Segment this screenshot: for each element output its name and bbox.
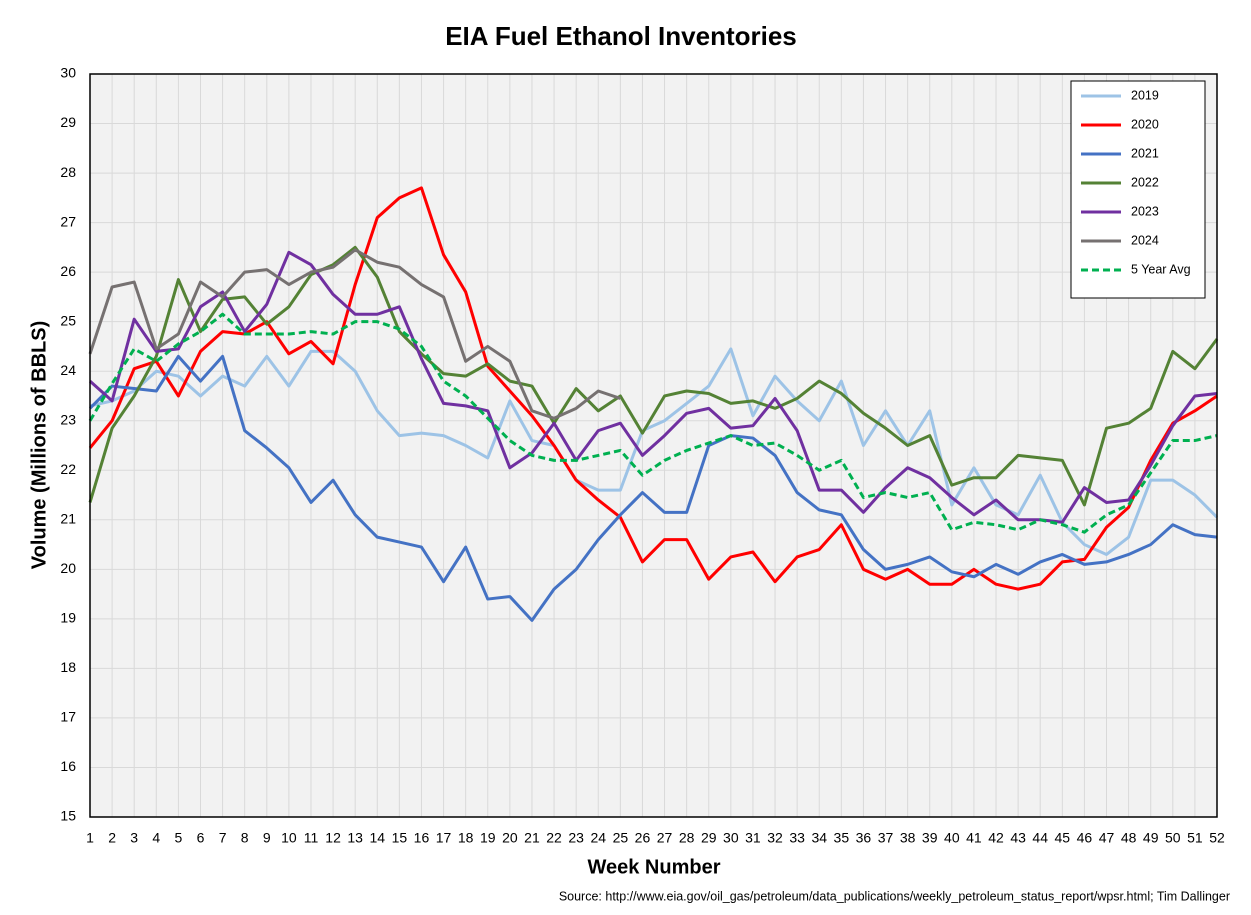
- x-tick-label: 6: [197, 830, 205, 846]
- y-tick-label: 16: [60, 758, 76, 774]
- y-tick-label: 21: [60, 511, 76, 527]
- x-tick-label: 36: [856, 830, 872, 846]
- legend-label: 2020: [1131, 117, 1159, 131]
- x-tick-label: 13: [347, 830, 363, 846]
- y-tick-label: 30: [60, 65, 76, 81]
- series-line: [88, 245, 1219, 507]
- x-tick-label: 10: [281, 830, 297, 846]
- x-tick-label: 50: [1165, 830, 1181, 846]
- series-line: [88, 248, 621, 420]
- y-axis-label: Volume (Millions of BBLS): [28, 321, 50, 570]
- legend-label: 5 Year Avg: [1131, 262, 1191, 276]
- legend-label: 2019: [1131, 88, 1159, 102]
- legend-label: 2022: [1131, 175, 1159, 189]
- x-tick-label: 41: [966, 830, 982, 846]
- y-tick-label: 29: [60, 114, 76, 130]
- x-tick-label: 3: [130, 830, 138, 846]
- x-tick-label: 46: [1077, 830, 1093, 846]
- x-tick-label: 4: [152, 830, 160, 846]
- x-tick-label: 40: [944, 830, 960, 846]
- series-line: [88, 312, 1218, 534]
- x-tick-label: 9: [263, 830, 271, 846]
- x-tick-label: 7: [219, 830, 227, 846]
- legend-label: 2024: [1131, 233, 1159, 247]
- x-tick-label: 16: [414, 830, 430, 846]
- x-tick-label: 22: [546, 830, 562, 846]
- x-tick-label: 18: [458, 830, 474, 846]
- x-tick-label: 23: [568, 830, 584, 846]
- legend-label: 2023: [1131, 204, 1159, 218]
- y-tick-label: 17: [60, 709, 76, 725]
- y-tick-label: 15: [60, 808, 76, 824]
- x-tick-label: 32: [767, 830, 783, 846]
- y-tick-label: 18: [60, 659, 76, 675]
- x-tick-label: 25: [613, 830, 629, 846]
- x-tick-label: 19: [480, 830, 496, 846]
- x-tick-label: 24: [590, 830, 606, 846]
- x-tick-label: 26: [635, 830, 651, 846]
- y-tick-label: 20: [60, 560, 76, 576]
- x-tick-label: 12: [325, 830, 341, 846]
- x-tick-label: 43: [1010, 830, 1026, 846]
- x-tick-label: 51: [1187, 830, 1203, 846]
- x-tick-label: 47: [1099, 830, 1115, 846]
- x-axis-label: Week Number: [587, 856, 720, 878]
- x-tick-label: 11: [304, 830, 319, 846]
- y-tick-label: 28: [60, 164, 76, 180]
- y-tick-label: 25: [60, 312, 76, 328]
- x-tick-label: 49: [1143, 830, 1159, 846]
- x-tick-label: 29: [701, 830, 717, 846]
- x-tick-label: 30: [723, 830, 739, 846]
- x-tick-label: 31: [745, 830, 761, 846]
- x-tick-label: 45: [1055, 830, 1071, 846]
- source-note: Source: http://www.eia.gov/oil_gas/petro…: [559, 889, 1230, 903]
- y-tick-label: 26: [60, 263, 76, 279]
- x-tick-label: 1: [86, 830, 94, 846]
- x-tick-label: 38: [900, 830, 916, 846]
- plot-border: [89, 73, 1218, 818]
- x-tick-label: 48: [1121, 830, 1137, 846]
- x-tick-label: 35: [834, 830, 850, 846]
- x-tick-label: 8: [241, 830, 249, 846]
- y-tick-label: 22: [60, 461, 76, 477]
- x-tick-label: 42: [988, 830, 1004, 846]
- series-line: [88, 354, 1218, 622]
- y-tick-label: 27: [60, 213, 76, 229]
- series-line: [88, 186, 1218, 591]
- x-tick-label: 5: [174, 830, 182, 846]
- y-tick-label: 24: [60, 362, 76, 378]
- x-tick-label: 15: [392, 830, 408, 846]
- x-tick-label: 2: [108, 830, 116, 846]
- x-tick-label: 37: [878, 830, 894, 846]
- x-tick-label: 52: [1209, 830, 1225, 846]
- x-tick-label: 34: [811, 830, 827, 846]
- legend-box: [1070, 80, 1206, 299]
- series-line: [89, 347, 1219, 556]
- x-tick-label: 17: [436, 830, 452, 846]
- x-tick-label: 14: [369, 830, 385, 846]
- x-tick-label: 39: [922, 830, 938, 846]
- legend-label: 2021: [1131, 146, 1159, 160]
- chart-title: EIA Fuel Ethanol Inventories: [445, 21, 797, 51]
- y-tick-label: 23: [60, 411, 76, 427]
- y-tick-label: 19: [60, 610, 76, 626]
- x-tick-label: 21: [524, 830, 540, 846]
- x-tick-label: 28: [679, 830, 695, 846]
- x-tick-label: 20: [502, 830, 518, 846]
- x-tick-label: 33: [789, 830, 805, 846]
- x-tick-label: 27: [657, 830, 673, 846]
- x-tick-label: 44: [1032, 830, 1048, 846]
